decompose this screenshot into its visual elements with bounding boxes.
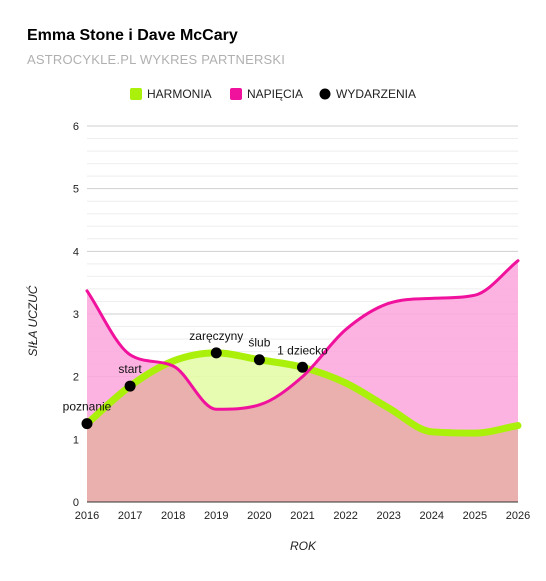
y-tick-label: 1 [73, 434, 79, 446]
event-marker [253, 354, 265, 366]
event-label: 1 dziecko [277, 343, 328, 357]
chart-title: Emma Stone i Dave McCary [27, 27, 238, 44]
legend-swatch-harmonia [130, 88, 142, 100]
y-tick-label: 6 [73, 121, 79, 133]
legend-label-napiecia: NAPIĘCIA [247, 87, 303, 101]
event-label: poznanie [63, 400, 112, 414]
y-tick-label: 2 [73, 372, 79, 384]
x-tick-label: 2021 [290, 510, 314, 522]
legend-swatch-napiecia [230, 88, 242, 100]
x-tick-label: 2024 [420, 510, 444, 522]
event-label: start [118, 362, 142, 376]
napiecia-line [85, 259, 520, 411]
event-marker [210, 347, 222, 359]
x-tick-label: 2025 [463, 510, 487, 522]
legend-marker-wydarzenia [319, 88, 331, 100]
event-marker [124, 380, 136, 392]
event-marker [81, 418, 93, 430]
x-tick-label: 2026 [506, 510, 530, 522]
legend: HARMONIA NAPIĘCIA WYDARZENIA [130, 87, 416, 101]
y-tick-label: 4 [73, 246, 79, 258]
x-tick-label: 2020 [247, 510, 271, 522]
chart-subtitle: ASTROCYKLE.PL WYKRES PARTNERSKI [27, 52, 286, 67]
x-tick-label: 2023 [376, 510, 400, 522]
event-label: zaręczyny [189, 329, 243, 343]
y-tick-label: 3 [73, 309, 79, 321]
legend-label-harmonia: HARMONIA [147, 87, 212, 101]
event-markers: poznanie start zaręczyny ślub 1 dziecko [63, 329, 328, 430]
x-tick-label: 2016 [75, 510, 99, 522]
x-tick-label: 2018 [161, 510, 185, 522]
y-tick-label: 0 [73, 497, 79, 509]
legend-label-wydarzenia: WYDARZENIA [336, 87, 416, 101]
event-marker [297, 361, 308, 373]
x-axis-title: ROK [290, 539, 317, 553]
x-tick-label: 2017 [118, 510, 142, 522]
y-tick-label: 5 [73, 184, 79, 196]
y-axis-title: SIŁA UCZUĆ [25, 285, 40, 356]
x-tick-label: 2022 [333, 510, 357, 522]
axes: 0 1 2 3 4 5 6 2016 2017 2018 2019 2020 2021 2022 2023 2… [73, 121, 530, 522]
event-label: ślub [248, 336, 270, 350]
x-tick-label: 2019 [204, 510, 228, 522]
